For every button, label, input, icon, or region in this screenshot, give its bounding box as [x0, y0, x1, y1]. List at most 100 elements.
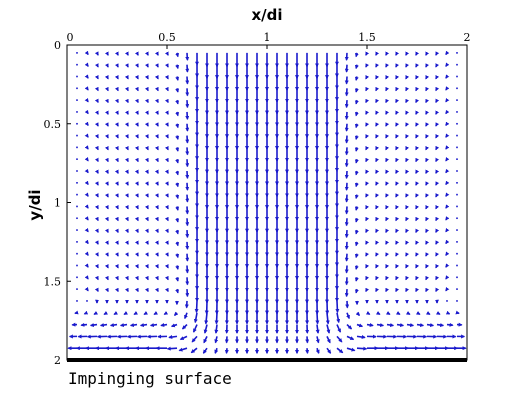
vector-arrow [405, 264, 410, 269]
vector-arrow [214, 324, 219, 334]
vector-arrow [385, 75, 390, 80]
vector-dot [456, 205, 458, 208]
vector-arrow [164, 86, 169, 92]
vector-arrow [202, 347, 208, 354]
vector-arrow [144, 275, 149, 281]
vector-arrow [435, 86, 440, 92]
vector-arrow [405, 145, 410, 151]
vector-arrow [405, 51, 410, 56]
vector-arrow [445, 121, 450, 127]
vector-arrow [134, 157, 139, 163]
vector-dot [456, 75, 458, 78]
vector-arrow [435, 263, 440, 269]
vector-arrow [365, 228, 370, 234]
vector-arrow [94, 134, 99, 139]
vector-arrow [354, 158, 359, 164]
vector-arrow [175, 88, 180, 93]
vector-arrow [104, 287, 109, 293]
vector-arrow [124, 252, 129, 257]
vector-arrow [385, 122, 390, 127]
vector-arrow [435, 240, 440, 245]
vector-arrow [435, 157, 440, 163]
vector-arrow [114, 287, 119, 293]
vector-dot [456, 158, 458, 160]
vector-arrow [406, 323, 415, 328]
vector-arrow [175, 182, 180, 188]
vector-arrow [154, 63, 159, 68]
vector-arrow [164, 169, 169, 174]
velocity-vectors [67, 50, 467, 354]
vector-arrow [435, 169, 440, 174]
vector-arrow [84, 109, 89, 115]
vector-arrow [103, 311, 108, 316]
vector-arrow [326, 324, 331, 334]
vector-arrow [84, 62, 89, 67]
vector-arrow [375, 75, 380, 80]
vector-arrow [175, 76, 180, 81]
vector-arrow [94, 63, 99, 68]
vector-arrow [134, 145, 139, 151]
vector-arrow [134, 216, 139, 222]
vector-arrow [114, 98, 119, 104]
vector-arrow [375, 63, 380, 68]
vector-arrow [164, 110, 169, 115]
vector-dot [456, 87, 458, 90]
vector-arrow [214, 336, 219, 344]
vector-arrow [425, 75, 430, 80]
vector-dot [76, 241, 78, 243]
vector-arrow [395, 169, 400, 174]
vector-arrow [435, 74, 440, 80]
vector-arrow [184, 312, 188, 320]
vector-arrow [375, 98, 380, 104]
vector-arrow [395, 275, 400, 281]
vector-arrow [435, 110, 440, 115]
vector-arrow [354, 52, 359, 58]
vector-arrow [354, 241, 359, 247]
vector-arrow [375, 240, 380, 245]
vector-arrow [144, 145, 149, 151]
vector-arrow [134, 275, 139, 281]
vector-dot [456, 111, 458, 113]
vector-arrow [175, 111, 180, 117]
vector-arrow [395, 157, 400, 163]
vector-arrow [114, 264, 119, 269]
vector-arrow [104, 75, 109, 80]
vector-arrow [149, 323, 158, 328]
vector-arrow [395, 145, 400, 151]
vector-arrow [104, 86, 109, 92]
vector-arrow [175, 218, 180, 223]
vector-arrow [94, 240, 99, 245]
vector-arrow [84, 157, 89, 162]
vector-arrow [84, 133, 89, 138]
vector-arrow [164, 264, 169, 269]
vector-arrow [445, 74, 450, 79]
vector-arrow [326, 347, 332, 354]
vector-arrow [94, 122, 99, 127]
vector-arrow [435, 204, 440, 210]
vector-arrow [154, 145, 159, 151]
vector-arrow [395, 252, 400, 257]
vector-arrow [425, 86, 430, 92]
vector-dot [456, 217, 458, 220]
vector-arrow [365, 98, 370, 104]
vector-arrow [144, 287, 149, 293]
vector-dot [76, 111, 78, 113]
vector-arrow [365, 193, 370, 198]
vector-arrow [375, 193, 380, 198]
vector-arrow [415, 181, 420, 186]
vector-arrow [425, 216, 430, 222]
vector-arrow [164, 204, 169, 210]
vector-arrow [214, 347, 219, 354]
vector-arrow [129, 323, 138, 328]
vector-arrow [178, 347, 188, 352]
vector-arrow [385, 228, 390, 234]
vector-arrow [94, 145, 99, 151]
vector-arrow [415, 134, 420, 139]
vector-arrow [365, 110, 370, 115]
vector-arrow [425, 63, 430, 68]
vector-arrow [346, 335, 355, 341]
vector-dot [456, 300, 458, 302]
vector-arrow [336, 324, 342, 333]
vector-arrow [435, 228, 440, 233]
vector-arrow [415, 216, 420, 222]
